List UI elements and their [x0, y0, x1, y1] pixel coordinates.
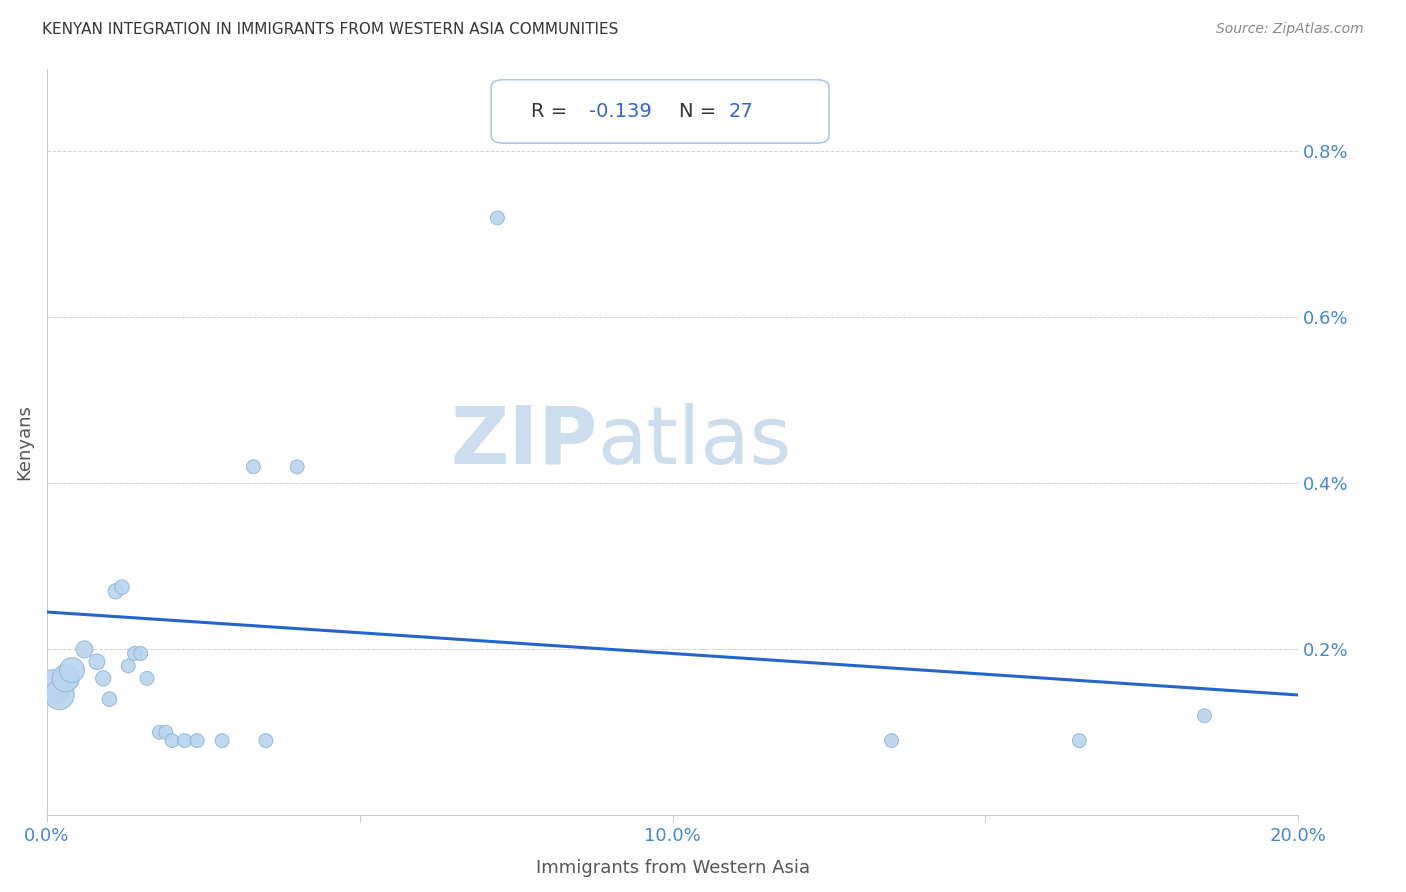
X-axis label: Immigrants from Western Asia: Immigrants from Western Asia	[536, 859, 810, 877]
Point	[155, 725, 177, 739]
Point	[42, 680, 65, 694]
Point	[1194, 708, 1216, 723]
Point	[129, 647, 152, 661]
Point	[242, 459, 264, 474]
Text: 27: 27	[728, 102, 754, 121]
Point	[111, 580, 134, 594]
Text: R =: R =	[531, 102, 574, 121]
Point	[186, 733, 208, 747]
Point	[60, 663, 83, 677]
Point	[86, 655, 108, 669]
FancyBboxPatch shape	[491, 79, 830, 144]
Point	[880, 733, 903, 747]
Text: ZIP: ZIP	[450, 403, 598, 481]
Point	[148, 725, 170, 739]
Text: KENYAN INTEGRATION IN IMMIGRANTS FROM WESTERN ASIA COMMUNITIES: KENYAN INTEGRATION IN IMMIGRANTS FROM WE…	[42, 22, 619, 37]
Point	[285, 459, 308, 474]
Point	[91, 672, 114, 686]
Point	[136, 672, 159, 686]
Point	[98, 692, 121, 706]
Point	[117, 659, 139, 673]
Point	[211, 733, 233, 747]
Point	[486, 211, 509, 225]
Point	[73, 642, 96, 657]
Point	[55, 672, 77, 686]
Point	[48, 688, 70, 702]
Point	[124, 647, 146, 661]
Point	[173, 733, 195, 747]
Point	[254, 733, 277, 747]
Point	[1069, 733, 1091, 747]
Point	[160, 733, 183, 747]
Text: N =: N =	[679, 102, 723, 121]
Point	[104, 584, 127, 599]
Y-axis label: Kenyans: Kenyans	[15, 404, 32, 480]
Text: Source: ZipAtlas.com: Source: ZipAtlas.com	[1216, 22, 1364, 37]
Text: -0.139: -0.139	[589, 102, 651, 121]
Text: atlas: atlas	[598, 403, 792, 481]
